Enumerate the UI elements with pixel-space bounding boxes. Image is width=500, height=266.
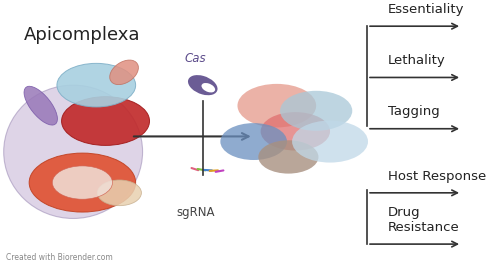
Circle shape [52, 166, 112, 199]
Ellipse shape [188, 75, 218, 95]
Text: Tagging: Tagging [388, 106, 440, 118]
Circle shape [57, 63, 136, 107]
Circle shape [292, 120, 368, 163]
Circle shape [220, 123, 287, 160]
Circle shape [29, 153, 136, 212]
Text: Created with Biorender.com: Created with Biorender.com [6, 253, 113, 262]
Text: Lethality: Lethality [388, 54, 446, 67]
Circle shape [238, 84, 316, 127]
Text: Cas: Cas [185, 52, 206, 65]
Text: Drug
Resistance: Drug Resistance [388, 206, 460, 234]
Circle shape [62, 97, 150, 146]
Text: Apicomplexa: Apicomplexa [24, 26, 140, 44]
Text: Essentiality: Essentiality [388, 3, 464, 16]
Ellipse shape [98, 180, 142, 206]
Ellipse shape [24, 86, 58, 125]
Text: Host Response: Host Response [388, 169, 486, 182]
Ellipse shape [202, 83, 215, 93]
Circle shape [280, 91, 352, 131]
Circle shape [260, 112, 330, 151]
Circle shape [258, 140, 318, 174]
Ellipse shape [4, 85, 142, 218]
Text: sgRNA: sgRNA [176, 206, 215, 219]
Ellipse shape [110, 60, 138, 85]
